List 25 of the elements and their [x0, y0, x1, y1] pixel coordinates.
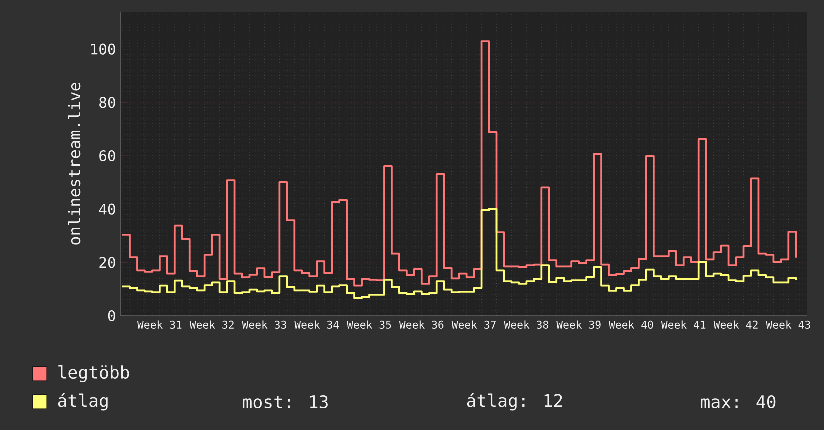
x-tick-label: Week 32: [190, 320, 234, 329]
x-tick-label: Week 43: [766, 320, 810, 329]
legend-label: legtöbb: [58, 366, 130, 382]
y-tick-label: 0: [108, 310, 116, 322]
x-tick-label: Week 42: [714, 320, 758, 329]
x-tick-label: Week 41: [661, 320, 706, 329]
y-axis-title: onlinestream.live: [68, 83, 81, 245]
text: most: 13: [243, 395, 328, 409]
y-tick-label: 80: [100, 97, 116, 108]
y-tick-label: 100: [92, 44, 116, 55]
x-tick-label: Week 38: [504, 320, 548, 329]
text: max: 40: [701, 395, 776, 409]
x-tick-label: Week 35: [347, 320, 392, 329]
text: átlag: 12: [467, 393, 562, 411]
legend-label: átlag: [58, 393, 108, 411]
x-tick-label: Week 36: [399, 320, 444, 329]
x-tick-label: Week 37: [452, 320, 496, 329]
x-tick-label: Week 31: [137, 320, 182, 329]
y-tick-label: 40: [99, 204, 116, 215]
y-tick-label: 20: [100, 257, 116, 268]
x-tick-label: Week 33: [242, 320, 286, 329]
y-tick-label: 60: [100, 150, 116, 162]
x-tick-label: Week 40: [609, 320, 654, 329]
x-tick-label: Week 34: [294, 320, 340, 329]
x-tick-label: Week 39: [556, 320, 601, 329]
